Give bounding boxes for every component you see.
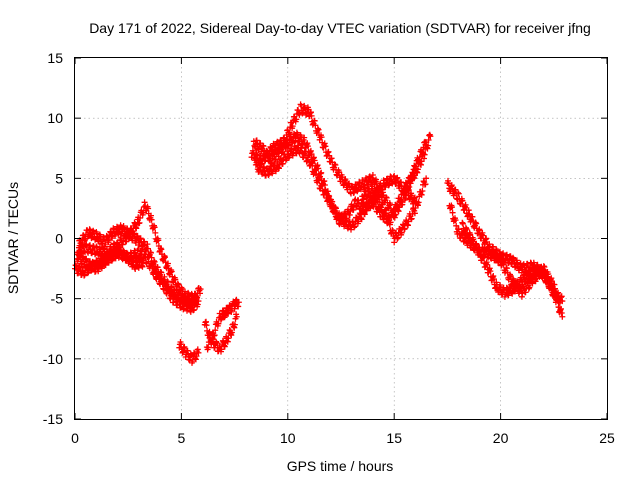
y-tick-label: 0 [55, 231, 63, 247]
plot-frame [74, 57, 608, 420]
x-axis-label: GPS time / hours [287, 458, 394, 474]
marker-path [252, 142, 419, 233]
y-tick-labels: -15 -10 -5 0 5 10 15 [43, 50, 63, 427]
marker-path [359, 175, 430, 246]
y-tick-label: 5 [55, 170, 63, 186]
data-points [72, 101, 566, 366]
y-tick-label: -10 [43, 351, 63, 367]
marker-path [176, 339, 202, 366]
series-track-g [201, 311, 240, 355]
x-tick-label: 20 [493, 430, 509, 446]
y-axis-label: SDTVAR / TECUs [5, 182, 21, 294]
y-tick-label: 10 [47, 110, 63, 126]
axis-ticks [74, 57, 608, 420]
series-track-j [252, 142, 419, 233]
x-tick-label: 25 [599, 430, 615, 446]
chart-title: Day 171 of 2022, Sidereal Day-to-day VTE… [89, 20, 591, 36]
series-track-k [359, 175, 430, 246]
series-track-e [176, 339, 202, 366]
series-track-n [459, 219, 566, 320]
marker-path [459, 219, 566, 320]
x-tick-labels: 0 5 10 15 20 25 [71, 430, 615, 446]
x-tick-label: 15 [386, 430, 402, 446]
y-tick-label: 15 [47, 50, 63, 66]
x-tick-label: 5 [178, 430, 186, 446]
x-tick-label: 10 [280, 430, 296, 446]
y-tick-label: -5 [51, 291, 64, 307]
x-tick-label: 0 [71, 430, 79, 446]
marker-path [201, 311, 240, 355]
y-tick-label: -15 [43, 411, 63, 427]
